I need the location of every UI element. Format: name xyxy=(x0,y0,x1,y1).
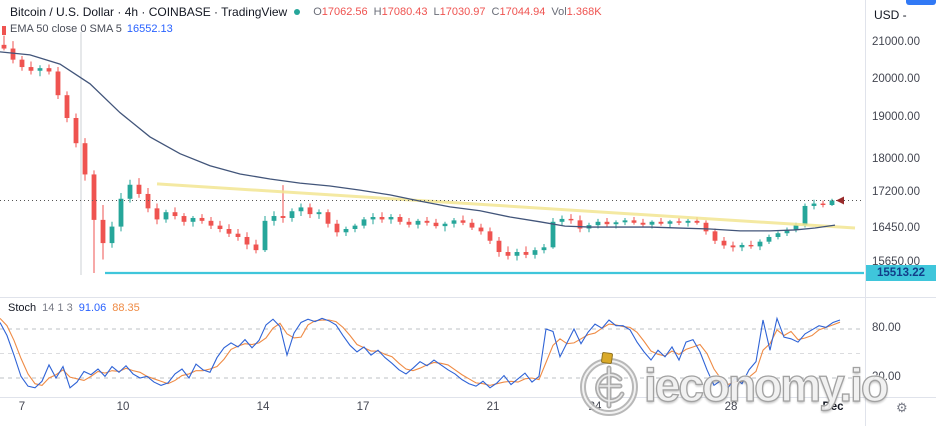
last-price-marker xyxy=(836,196,844,205)
stoch-tick-80.00: 80.00 xyxy=(872,322,901,334)
ohlc-label-H: H xyxy=(373,6,382,18)
stoch-params: 14 1 3 xyxy=(42,302,73,314)
stoch-name: Stoch xyxy=(8,302,37,314)
price-tick-19000.00: 19000.00 xyxy=(872,111,920,123)
time-tick-28: 28 xyxy=(724,401,738,413)
ohlc-value-Vol: 1.368K xyxy=(566,6,602,18)
pane-separator[interactable] xyxy=(0,297,936,298)
price-tick-20000.00: 20000.00 xyxy=(872,73,920,85)
price-axis-border xyxy=(865,0,866,426)
time-tick-7: 7 xyxy=(18,401,26,413)
ohlc-value-L: 17030.97 xyxy=(439,6,486,18)
time-tick-10: 10 xyxy=(116,401,130,413)
time-tick-21: 21 xyxy=(486,401,500,413)
stoch-k-line xyxy=(0,316,841,389)
symbol-title[interactable]: Bitcoin / U.S. Dollar · 4h · COINBASE · … xyxy=(10,5,288,19)
time-tick-14: 14 xyxy=(256,401,270,413)
main-price-pane[interactable] xyxy=(0,0,936,297)
ohlc-value-H: 17080.43 xyxy=(381,6,428,18)
price-tick-18000.00: 18000.00 xyxy=(872,153,920,165)
ohlc-label-Vol: Vol xyxy=(551,6,567,18)
market-status-dot[interactable] xyxy=(294,9,301,15)
watermark-logo-icon xyxy=(580,352,638,416)
time-axis-separator xyxy=(0,397,936,398)
watermark: ieconomy.io xyxy=(576,352,890,418)
ohlc-label-C: C xyxy=(491,6,500,18)
price-tick-17200.00: 17200.00 xyxy=(872,186,920,198)
price-tick-16450.00: 16450.00 xyxy=(872,222,920,234)
trendline xyxy=(156,182,856,230)
chart-legend: Bitcoin / U.S. Dollar · 4h · COINBASE · … xyxy=(10,5,602,19)
ema-color-tick xyxy=(2,26,6,35)
ohlc-values: O17062.56 H17080.43 L17030.97 C17044.94 Vol1… xyxy=(307,6,601,18)
stochastic-pane[interactable] xyxy=(0,297,936,397)
settings-gear-icon[interactable]: ⚙ xyxy=(896,400,908,415)
watermark-text: ieconomy.io xyxy=(643,358,889,411)
stoch-indicator-legend[interactable]: Stoch 14 1 3 91.06 88.35 xyxy=(8,302,140,314)
stoch-k-value: 91.06 xyxy=(78,302,107,314)
ema-indicator-value: 16552.13 xyxy=(126,23,173,35)
candles-group xyxy=(1,35,835,273)
ohlc-value-O: 17062.56 xyxy=(321,6,368,18)
ohlc-value-C: 17044.94 xyxy=(499,6,546,18)
support-price-tag: 15513.22 xyxy=(866,265,936,281)
stoch-d-line xyxy=(0,318,841,386)
stoch-d-value: 88.35 xyxy=(112,302,140,314)
ema-indicator-legend[interactable]: EMA 50 close 0 SMA 5 16552.13 xyxy=(10,23,173,35)
ema-indicator-label: EMA 50 close 0 SMA 5 xyxy=(10,23,122,35)
time-tick-Dec: Dec xyxy=(822,401,844,413)
currency-label[interactable]: USD - xyxy=(874,8,907,22)
stoch-tick-20.00: 20.00 xyxy=(872,371,901,383)
ohlc-label-O: O xyxy=(313,6,322,18)
ema50-line xyxy=(0,51,836,232)
ohlc-label-L: L xyxy=(433,6,440,18)
top-right-tab[interactable] xyxy=(906,0,936,5)
time-tick-17: 17 xyxy=(356,401,370,413)
price-tick-21000.00: 21000.00 xyxy=(872,36,920,48)
